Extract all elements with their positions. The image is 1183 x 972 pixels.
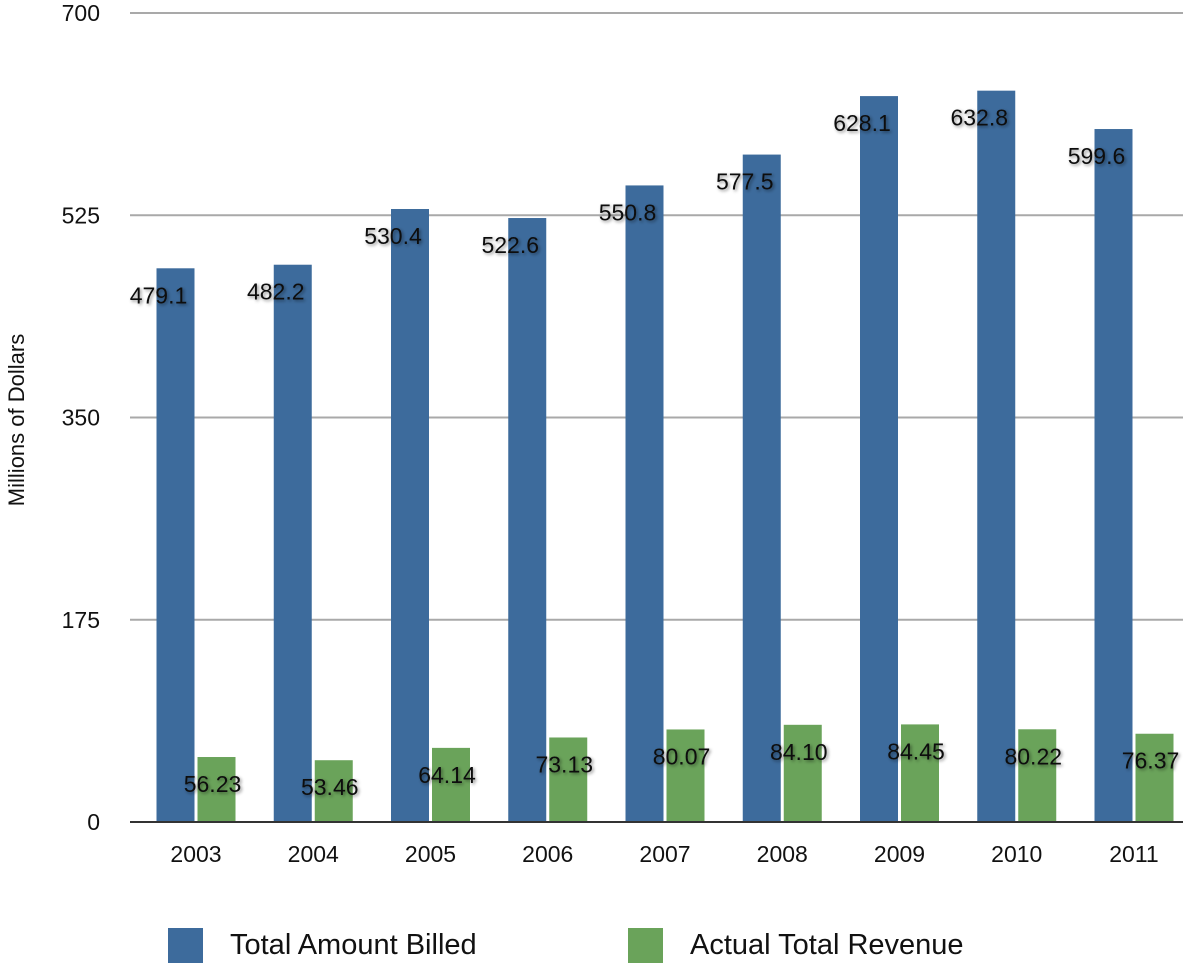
x-tick-label: 2003 (170, 841, 221, 867)
x-tick-label: 2007 (639, 841, 690, 867)
data-label: 479.1 (130, 282, 188, 308)
bar-total-amount-billed (977, 90, 1016, 822)
bar-actual-total-revenue (666, 729, 705, 822)
bar-total-amount-billed (508, 218, 547, 823)
bar-actual-total-revenue (549, 737, 588, 822)
legend: Total Amount Billed Actual Total Revenue (0, 928, 1183, 968)
bar-total-amount-billed (156, 268, 195, 823)
x-axis-ticks: 2003 2004 2005 2006 2007 2008 2009 2010 2011 (170, 841, 1158, 867)
bars (156, 90, 1174, 823)
data-label: 76.37 (1122, 748, 1180, 774)
data-label: 73.13 (535, 751, 593, 777)
x-tick-label: 2006 (522, 841, 573, 867)
bar-actual-total-revenue (432, 747, 470, 822)
y-tick-label: 175 (62, 607, 100, 633)
x-tick-label: 2011 (1109, 841, 1158, 867)
x-tick-label: 2008 (757, 841, 808, 867)
x-tick-label: 2010 (991, 841, 1042, 867)
data-label: 53.46 (301, 774, 359, 800)
data-label: 56.23 (184, 771, 242, 797)
data-label: 80.22 (1004, 743, 1062, 769)
data-label: 530.4 (364, 223, 422, 249)
legend-swatch-green (628, 928, 663, 963)
data-label: 599.6 (1068, 143, 1126, 169)
y-tick-label: 525 (62, 202, 100, 228)
data-label: 64.14 (418, 762, 476, 788)
bar-total-amount-billed (860, 96, 898, 823)
legend-label: Total Amount Billed (230, 929, 477, 961)
y-tick-label: 700 (62, 0, 100, 26)
y-tick-label: 0 (87, 809, 100, 835)
legend-item-actual-total-revenue: Actual Total Revenue (628, 928, 964, 963)
x-tick-label: 2005 (405, 841, 456, 867)
y-axis-label: Millions of Dollars (4, 334, 29, 506)
data-label: 522.6 (481, 232, 539, 258)
data-label: 84.45 (887, 738, 945, 764)
y-axis-ticks: 0 175 350 525 700 (62, 0, 100, 835)
bar-actual-total-revenue (901, 724, 939, 822)
bar-total-amount-billed (742, 154, 781, 822)
data-label: 80.07 (653, 743, 711, 769)
y-tick-label: 350 (62, 405, 100, 431)
data-label: 550.8 (599, 199, 657, 225)
bar-total-amount-billed (1094, 129, 1133, 823)
data-label: 632.8 (950, 105, 1008, 131)
data-labels: 479.1 56.23 482.2 53.46 530.4 64.14 522.6 73.13… (130, 105, 1180, 801)
bar-total-amount-billed (625, 185, 664, 823)
data-label: 482.2 (247, 279, 305, 305)
data-label: 84.10 (770, 739, 828, 765)
bar-total-amount-billed (391, 209, 429, 822)
bar-actual-total-revenue (314, 760, 353, 822)
data-label: 577.5 (716, 169, 774, 195)
bar-actual-total-revenue (1018, 729, 1057, 822)
x-tick-label: 2004 (288, 841, 339, 867)
legend-swatch-blue (168, 928, 203, 963)
x-tick-label: 2009 (874, 841, 925, 867)
bar-total-amount-billed (273, 264, 312, 822)
data-label: 628.1 (833, 110, 891, 136)
bar-actual-total-revenue (197, 757, 236, 822)
bar-actual-total-revenue (1135, 733, 1174, 822)
bar-actual-total-revenue (783, 724, 822, 822)
legend-item-total-amount-billed: Total Amount Billed (168, 928, 477, 963)
legend-label: Actual Total Revenue (690, 929, 964, 961)
